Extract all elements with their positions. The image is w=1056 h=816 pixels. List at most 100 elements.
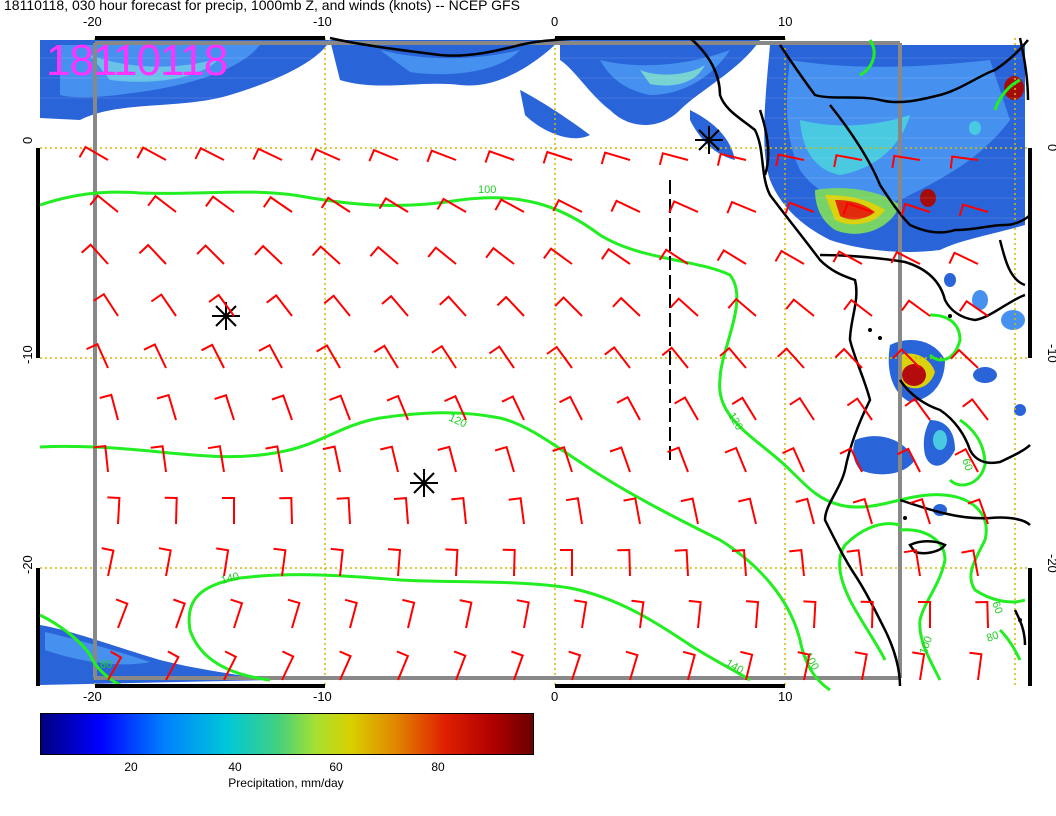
wind-barb	[950, 348, 979, 369]
wind-barb	[843, 298, 873, 317]
wind-barb	[543, 247, 573, 265]
wind-barb	[784, 201, 815, 215]
wind-barb	[680, 497, 699, 525]
lat-tick-left: -20	[20, 555, 35, 574]
wind-barb	[740, 650, 754, 681]
wind-barb	[279, 496, 293, 525]
wind-barb	[138, 243, 167, 265]
wind-barb	[222, 497, 235, 524]
wind-barb	[511, 650, 524, 681]
lon-tick-bottom: -10	[313, 689, 332, 704]
wind-barb	[311, 245, 341, 265]
wind-barb	[173, 598, 186, 629]
wind-barb	[623, 497, 641, 525]
lon-tick-top: 0	[551, 14, 558, 29]
wind-barb	[949, 155, 979, 169]
wind-barb	[910, 498, 931, 525]
wind-barb	[834, 347, 863, 369]
lon-axis-labels: -20 -10 0 10 -20 -10 0 10	[83, 14, 792, 704]
wind-barb	[726, 200, 757, 214]
wind-barb	[484, 150, 515, 163]
map-title: 18110118, 030 hour forecast for precip, …	[4, 0, 520, 13]
lat-tick-left: 0	[20, 137, 35, 144]
wind-barb	[369, 245, 399, 265]
wind-barb	[115, 598, 129, 629]
wind-barb	[803, 600, 817, 629]
wind-barb	[546, 345, 573, 369]
wind-barb	[205, 195, 235, 213]
contour-label: 100	[918, 635, 936, 656]
wind-barb	[554, 296, 583, 317]
wind-barb	[901, 299, 931, 317]
contour-label: 80	[100, 659, 112, 671]
wind-barb	[609, 446, 631, 473]
wind-barb	[86, 342, 109, 369]
wind-barb	[516, 599, 530, 629]
wind-barb	[150, 445, 167, 473]
wind-barb	[223, 650, 238, 681]
contour-label: 60	[959, 457, 974, 473]
wind-barb	[194, 146, 225, 161]
colorbar-label: Precipitation, mm/day	[228, 776, 344, 790]
wind-barb	[625, 650, 639, 681]
wind-barb	[386, 394, 409, 421]
colorbar-tick: 40	[228, 760, 242, 774]
lon-tick-top: -10	[313, 14, 332, 29]
wind-barb	[738, 497, 757, 525]
wind-barb	[617, 548, 631, 577]
wind-barb	[719, 346, 747, 369]
wind-barb	[439, 295, 467, 317]
wind-barb	[669, 297, 699, 317]
wind-barb	[265, 445, 283, 473]
lon-tick-top: 10	[778, 14, 792, 29]
wind-barb	[201, 343, 225, 369]
wind-barb	[320, 196, 351, 213]
wind-barb	[196, 244, 225, 265]
wind-barb	[488, 345, 515, 369]
lat-axis-labels: 0 -10 -20 0 -10 -20	[20, 137, 1056, 574]
wind-barb	[731, 396, 757, 421]
wind-barb	[559, 395, 583, 421]
wind-barb	[846, 549, 863, 577]
wind-barb	[147, 194, 177, 213]
wind-barb	[674, 396, 699, 421]
lon-tick-bottom: -20	[83, 689, 102, 704]
wind-barb	[610, 199, 641, 213]
wind-barb	[688, 599, 702, 629]
wind-barb	[797, 651, 811, 681]
height-contours	[39, 39, 1026, 692]
lat-tick-left: -10	[20, 345, 35, 364]
wind-barb	[501, 395, 525, 421]
wind-barb	[746, 600, 760, 629]
wind-barb	[667, 446, 689, 473]
wind-barb	[431, 344, 457, 369]
wind-barb	[322, 445, 341, 473]
wind-barb	[388, 548, 402, 577]
wind-barb	[724, 446, 747, 473]
wind-barb	[658, 152, 689, 166]
wind-barb	[378, 197, 409, 213]
wind-barb	[93, 292, 119, 317]
wind-barb	[552, 446, 573, 473]
wind-barb	[273, 547, 287, 577]
wind-barb	[216, 547, 230, 577]
wind-barb	[329, 394, 351, 421]
wind-barb	[782, 446, 805, 473]
wind-barb	[393, 497, 409, 525]
lon-tick-top: -20	[83, 14, 102, 29]
wind-barb	[373, 344, 399, 369]
colorbar-tick: 60	[329, 760, 343, 774]
wind-barb	[574, 599, 588, 629]
wind-barb	[451, 496, 467, 525]
wind-barb	[136, 146, 167, 161]
graticule	[40, 38, 1030, 686]
wind-barb	[560, 549, 573, 576]
wind-barb	[948, 251, 979, 265]
wind-barb	[892, 348, 921, 369]
wind-barb	[975, 600, 989, 629]
contour-label: 60	[989, 600, 1004, 616]
lat-tick-right: 0	[1045, 144, 1056, 151]
wind-barb	[854, 651, 868, 681]
wind-barb	[616, 395, 641, 421]
